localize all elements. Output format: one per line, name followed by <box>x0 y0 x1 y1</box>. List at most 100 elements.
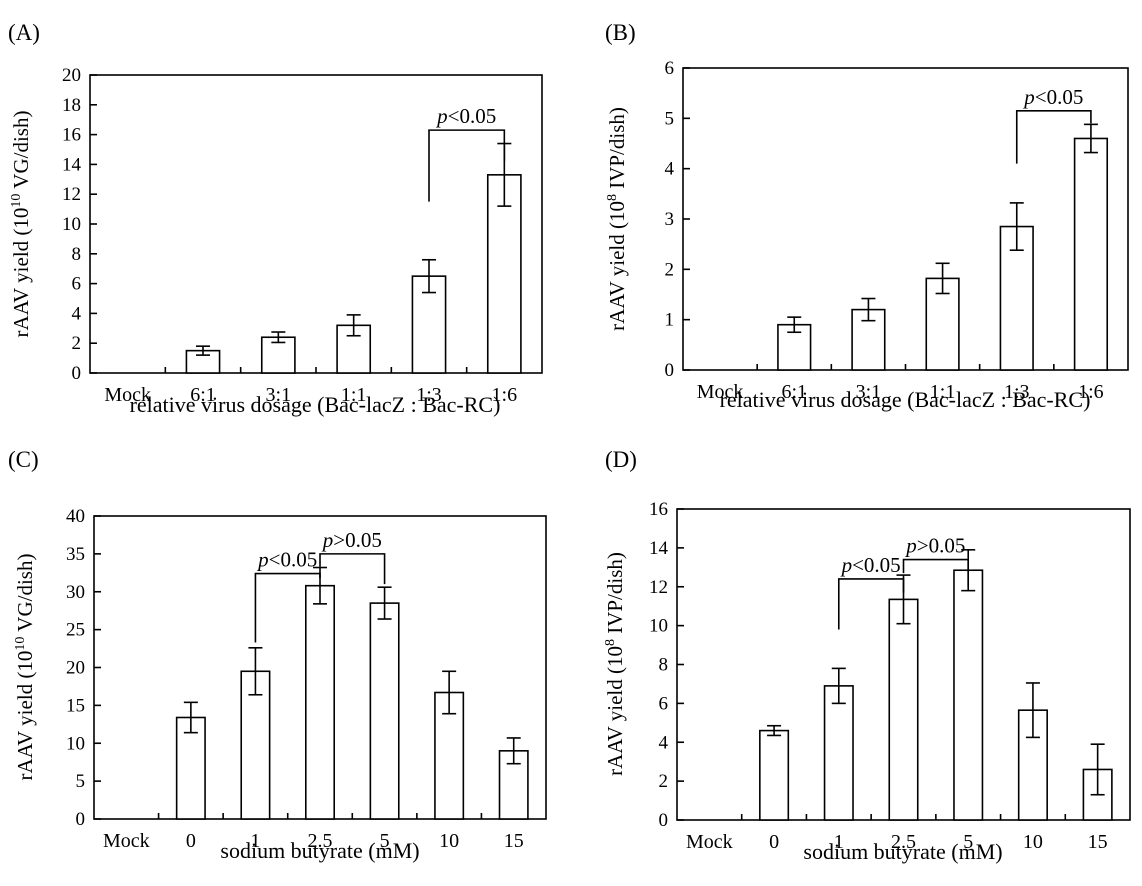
category-label: 5 <box>380 830 390 852</box>
y-tick-label: 0 <box>72 363 82 384</box>
y-axis-label-exponent: 8 <box>605 194 620 201</box>
error-bar <box>787 316 802 334</box>
y-tick-label: 30 <box>66 582 85 603</box>
y-tick-label: 1 <box>665 310 675 331</box>
y-axis-label-exponent: 10 <box>9 194 24 208</box>
category-label: 2.5 <box>891 831 916 853</box>
y-tick-label: 10 <box>66 733 85 754</box>
y-tick-label: 0 <box>659 810 669 831</box>
x-axis-label: relative virus dosage (Bac-lacZ : Bac-RC… <box>130 392 501 417</box>
significance-value: <0.05 <box>852 553 901 577</box>
significance-label: p<0.05 <box>1022 85 1083 109</box>
category-label: 10 <box>1023 831 1043 853</box>
y-tick-label: 16 <box>649 499 668 520</box>
y-axis-label-unit: VG/dish) <box>13 554 37 637</box>
bar <box>953 569 984 821</box>
y-tick-label: 6 <box>665 58 675 79</box>
y-tick-label: 18 <box>62 95 81 116</box>
y-axis-label-unit: IVP/dish) <box>605 107 629 194</box>
y-tick-label: 10 <box>649 616 668 637</box>
error-bar <box>1009 202 1024 252</box>
category-label: 1:1 <box>341 384 367 406</box>
y-tick-label: 20 <box>62 65 81 86</box>
y-tick-label: 0 <box>665 360 675 381</box>
significance-p: p <box>1022 85 1035 109</box>
category-label: 6:1 <box>190 384 216 406</box>
bar <box>759 729 790 821</box>
category-label: 1:6 <box>492 384 518 406</box>
category-label: 3:1 <box>266 384 292 406</box>
category-label: 15 <box>1088 831 1108 853</box>
y-tick-label: 8 <box>659 655 669 676</box>
category-label: 1 <box>250 830 260 852</box>
y-axis-label-text: rAAV yield (10 <box>13 651 37 781</box>
y-tick-label: 35 <box>66 544 85 565</box>
y-tick-label: 14 <box>649 538 669 559</box>
y-tick-label: 4 <box>659 732 669 753</box>
significance-bracket <box>837 578 905 630</box>
category-label: 10 <box>439 830 459 852</box>
error-bar <box>271 331 286 344</box>
y-tick-label: 4 <box>72 303 82 324</box>
y-tick-label: 10 <box>62 214 81 235</box>
y-tick-label: 3 <box>665 209 675 230</box>
significance-p: p <box>321 528 334 552</box>
y-axis-label-unit: VG/dish) <box>9 111 33 194</box>
category-label: 0 <box>769 831 779 853</box>
x-axis-label: sodium butyrate (mM) <box>803 839 1002 864</box>
category-label: Mock <box>697 381 744 403</box>
y-axis-label: rAAV yield (108 IVP/dish) <box>603 552 627 776</box>
y-tick-label: 5 <box>76 771 86 792</box>
significance-value: <0.05 <box>1035 85 1084 109</box>
significance-value: <0.05 <box>269 548 318 572</box>
significance-p: p <box>256 548 269 572</box>
bar <box>823 685 854 821</box>
bar <box>369 602 400 820</box>
significance-bracket <box>428 129 506 202</box>
category-label: 1 <box>834 831 844 853</box>
error-bar <box>1090 743 1105 796</box>
y-tick-label: 0 <box>76 809 86 830</box>
bar <box>240 670 271 820</box>
significance-value: >0.05 <box>333 528 382 552</box>
plot-frame <box>682 67 1129 371</box>
y-tick-label: 8 <box>72 244 82 265</box>
error-bar <box>346 314 361 337</box>
y-axis-label-text: rAAV yield (10 <box>603 646 627 776</box>
significance-bracket <box>319 553 386 585</box>
y-tick-label: 15 <box>66 695 85 716</box>
category-label: Mock <box>103 830 150 852</box>
y-axis-label-text: rAAV yield (10 <box>605 201 629 331</box>
panel-label: (B) <box>605 20 636 45</box>
chart-panel-b: (B) 0 1 2 3 4 5 6 Mock 6:1 3:1 1:1 1:3 1:6 p<0.05 relat… <box>605 20 1129 412</box>
category-label: Mock <box>686 831 733 853</box>
y-tick-label: 6 <box>72 274 82 295</box>
y-tick-label: 12 <box>62 184 81 205</box>
y-tick-label: 12 <box>649 577 668 598</box>
y-axis-label: rAAV yield (1010 VG/dish) <box>9 111 33 338</box>
significance-label: p>0.05 <box>321 528 382 552</box>
y-tick-label: 14 <box>62 154 82 175</box>
bar <box>1073 137 1109 371</box>
panel-label: (A) <box>8 20 40 45</box>
y-tick-label: 4 <box>665 159 675 180</box>
error-bar <box>183 701 198 734</box>
significance-p: p <box>904 534 917 558</box>
error-bar <box>935 262 950 295</box>
y-tick-label: 25 <box>66 620 85 641</box>
significance-bracket <box>254 572 321 643</box>
y-axis-label: rAAV yield (108 IVP/dish) <box>605 107 629 331</box>
category-label: 0 <box>186 830 196 852</box>
significance-label: p>0.05 <box>904 534 965 558</box>
error-bar <box>196 345 210 356</box>
error-bar <box>861 297 876 322</box>
category-label: 1:3 <box>1004 381 1030 403</box>
y-tick-label: 20 <box>66 658 85 679</box>
error-bar <box>831 667 846 705</box>
category-label: 2.5 <box>308 830 333 852</box>
category-label: 5 <box>963 831 973 853</box>
category-label: 6:1 <box>781 381 807 403</box>
chart-panel-a: (A) 0 2 4 6 8 10 12 14 16 18 20 Mock 6:1 3:1 1:1 1:3 1:6 p… <box>8 20 543 417</box>
y-tick-label: 2 <box>72 333 82 354</box>
